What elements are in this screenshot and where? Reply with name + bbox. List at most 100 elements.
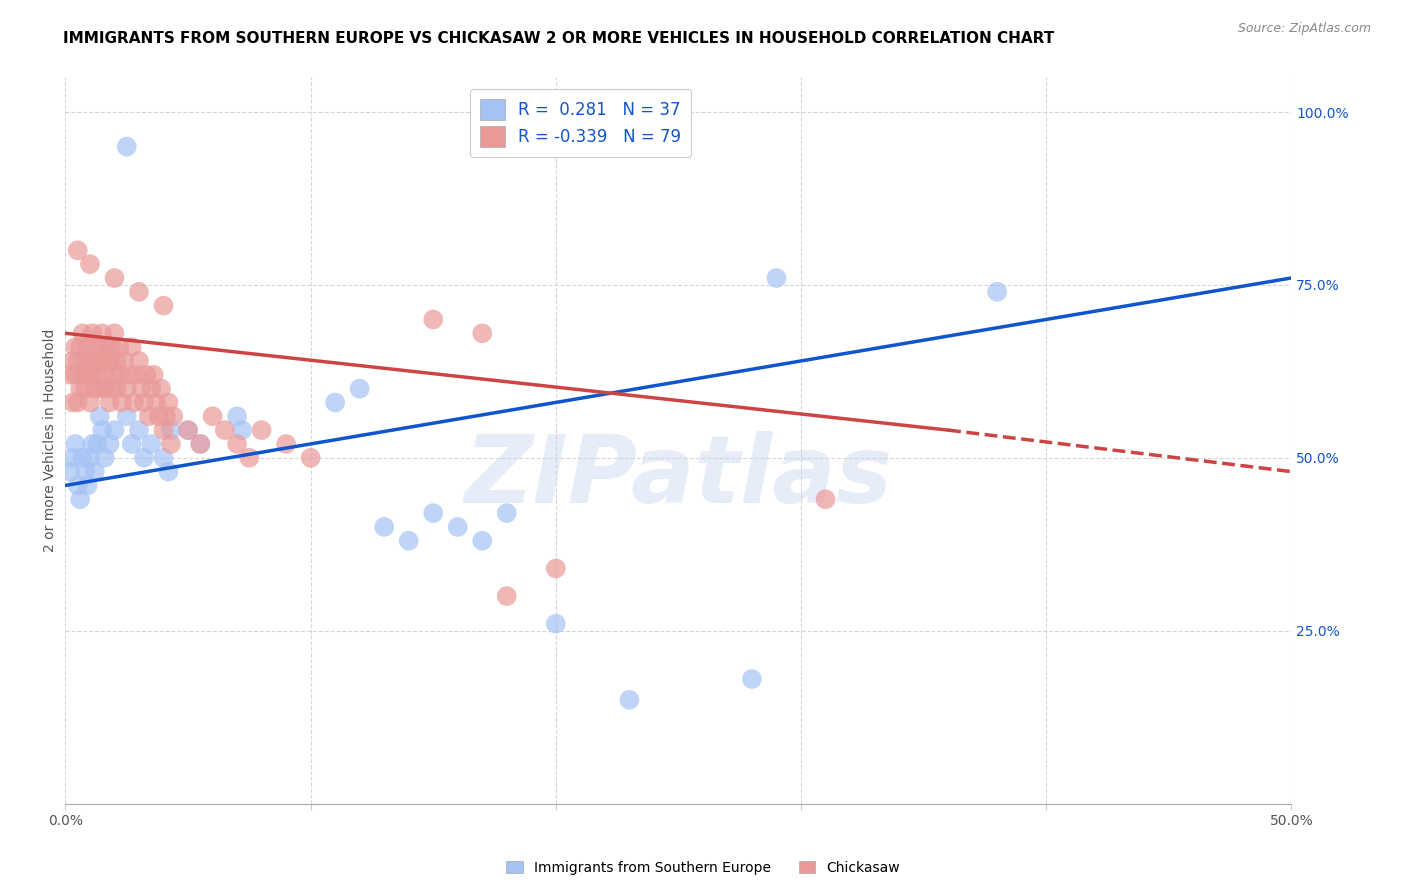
Point xyxy=(82,326,104,341)
Point xyxy=(188,437,211,451)
Point xyxy=(238,450,260,465)
Point xyxy=(121,437,143,451)
Point xyxy=(741,672,763,686)
Point xyxy=(128,423,150,437)
Point xyxy=(91,423,114,437)
Point xyxy=(65,368,87,382)
Point xyxy=(765,271,787,285)
Point xyxy=(160,437,183,451)
Point xyxy=(160,423,183,437)
Point xyxy=(62,354,84,368)
Point xyxy=(86,437,108,451)
Point xyxy=(152,450,174,465)
Point xyxy=(69,492,91,507)
Point xyxy=(141,437,163,451)
Point xyxy=(157,465,180,479)
Legend: R =  0.281   N = 37, R = -0.339   N = 79: R = 0.281 N = 37, R = -0.339 N = 79 xyxy=(470,89,690,157)
Point xyxy=(422,506,444,520)
Point xyxy=(105,382,128,396)
Point xyxy=(150,382,173,396)
Point xyxy=(128,285,150,299)
Point xyxy=(93,382,115,396)
Point xyxy=(76,478,98,492)
Point xyxy=(83,465,105,479)
Point xyxy=(201,409,224,424)
Point xyxy=(135,368,157,382)
Point xyxy=(65,340,87,354)
Point xyxy=(299,450,322,465)
Point xyxy=(471,326,494,341)
Point xyxy=(422,312,444,326)
Point xyxy=(93,368,115,382)
Point xyxy=(177,423,200,437)
Point xyxy=(115,139,138,153)
Point xyxy=(226,437,249,451)
Point xyxy=(214,423,236,437)
Point xyxy=(152,423,174,437)
Point xyxy=(111,395,134,409)
Point xyxy=(162,409,184,424)
Point xyxy=(98,354,121,368)
Point xyxy=(62,450,84,465)
Point xyxy=(103,368,125,382)
Point xyxy=(72,450,94,465)
Point xyxy=(986,285,1008,299)
Point xyxy=(66,354,89,368)
Point xyxy=(128,354,150,368)
Point xyxy=(91,354,114,368)
Point xyxy=(79,257,101,271)
Point xyxy=(349,382,371,396)
Point xyxy=(471,533,494,548)
Point xyxy=(373,520,395,534)
Point xyxy=(544,616,567,631)
Point xyxy=(814,492,837,507)
Point xyxy=(131,382,153,396)
Point xyxy=(65,437,87,451)
Point xyxy=(103,326,125,341)
Point xyxy=(103,271,125,285)
Point xyxy=(157,395,180,409)
Point xyxy=(91,326,114,341)
Point xyxy=(75,382,97,396)
Text: Source: ZipAtlas.com: Source: ZipAtlas.com xyxy=(1237,22,1371,36)
Point xyxy=(619,693,641,707)
Point xyxy=(323,395,346,409)
Point xyxy=(115,409,138,424)
Text: ZIPatlas: ZIPatlas xyxy=(464,431,893,523)
Point xyxy=(96,354,118,368)
Point xyxy=(495,589,517,603)
Point xyxy=(145,395,167,409)
Point xyxy=(105,354,128,368)
Point xyxy=(79,354,101,368)
Point xyxy=(132,395,155,409)
Point xyxy=(118,368,141,382)
Point xyxy=(66,244,89,258)
Point xyxy=(82,368,104,382)
Point xyxy=(101,340,124,354)
Point xyxy=(125,368,148,382)
Point xyxy=(108,368,131,382)
Point xyxy=(108,340,131,354)
Legend: Immigrants from Southern Europe, Chickasaw: Immigrants from Southern Europe, Chickas… xyxy=(501,855,905,880)
Point xyxy=(72,326,94,341)
Point xyxy=(59,465,82,479)
Point xyxy=(66,395,89,409)
Point xyxy=(226,409,249,424)
Point xyxy=(89,409,111,424)
Point xyxy=(148,409,170,424)
Point xyxy=(76,368,98,382)
Point xyxy=(76,340,98,354)
Point xyxy=(86,368,108,382)
Point xyxy=(250,423,273,437)
Point xyxy=(188,437,211,451)
Point xyxy=(447,520,470,534)
Point xyxy=(75,354,97,368)
Point xyxy=(152,299,174,313)
Point xyxy=(86,354,108,368)
Point xyxy=(62,395,84,409)
Point xyxy=(231,423,253,437)
Point xyxy=(89,340,111,354)
Point xyxy=(83,382,105,396)
Point xyxy=(544,561,567,575)
Point xyxy=(495,506,517,520)
